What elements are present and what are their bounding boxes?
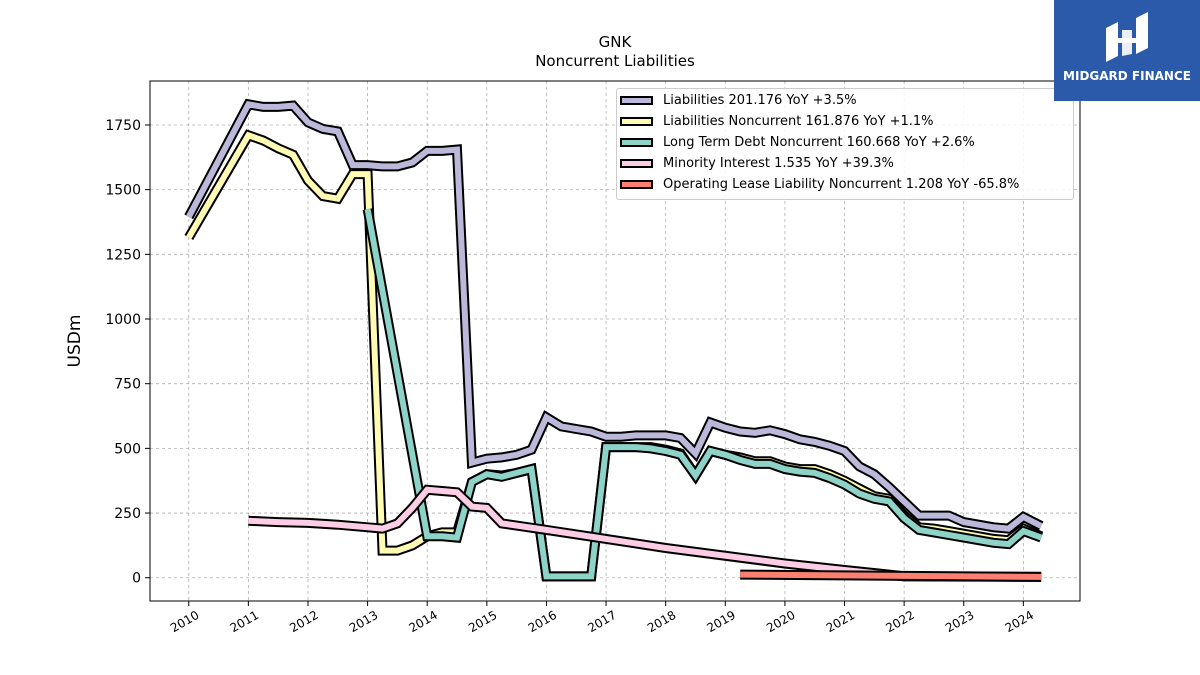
y-tick-label: 1250 (105, 247, 141, 263)
y-tick-label: 250 (114, 506, 141, 522)
x-tick-label: 2014 (406, 608, 439, 635)
logo-text: MIDGARD FINANCE (1063, 69, 1191, 83)
y-tick-label: 500 (114, 441, 141, 457)
legend-label: Liabilities Noncurrent 161.876 YoY +1.1% (663, 114, 934, 129)
legend-swatch (620, 138, 653, 147)
legend-item-liabilities-noncurrent: Liabilities Noncurrent 161.876 YoY +1.1% (617, 112, 1073, 132)
x-tick-label: 2020 (764, 608, 797, 635)
legend: Liabilities 201.176 YoY +3.5% Liabilitie… (616, 88, 1074, 200)
legend-item-liabilities: Liabilities 201.176 YoY +3.5% (617, 91, 1073, 111)
legend-label: Minority Interest 1.535 YoY +39.3% (663, 156, 894, 171)
chart-title: GNK (598, 33, 632, 51)
y-axis-label: USDm (65, 315, 85, 368)
x-tick-label: 2010 (168, 608, 201, 635)
series-line-minority-interest (248, 486, 1042, 580)
series-line-operating-lease-liability-noncurrent (740, 571, 1042, 580)
legend-swatch (620, 96, 653, 105)
x-tick-label: 2016 (526, 608, 559, 635)
legend-label: Long Term Debt Noncurrent 160.668 YoY +2… (663, 135, 975, 150)
x-axis-ticks: 2010 2011 2012 2013 2014 2015 2016 2017 2018 2019… (168, 601, 1036, 635)
brand-logo: MIDGARD FINANCE (1054, 0, 1200, 101)
logo-mark-icon (1106, 12, 1148, 62)
y-axis-ticks: 0 250 500 750 1000 1250 1500 1750 (105, 118, 150, 587)
x-tick-label: 2015 (466, 608, 499, 635)
x-tick-label: 2021 (824, 608, 857, 635)
series-line-liabilities (186, 100, 1043, 532)
y-tick-label: 1500 (105, 183, 141, 199)
x-tick-label: 2022 (883, 608, 916, 635)
legend-item-operating-lease: Operating Lease Liability Noncurrent 1.2… (617, 175, 1073, 195)
legend-label: Liabilities 201.176 YoY +3.5% (663, 93, 857, 108)
x-tick-label: 2013 (347, 608, 380, 635)
x-tick-label: 2019 (705, 608, 738, 635)
x-tick-label: 2023 (943, 608, 976, 635)
legend-label: Operating Lease Liability Noncurrent 1.2… (663, 177, 1020, 192)
chart-subtitle: Noncurrent Liabilities (535, 52, 695, 70)
x-tick-label: 2017 (585, 608, 618, 635)
y-tick-label: 1750 (105, 118, 141, 134)
legend-item-minority-interest: Minority Interest 1.535 YoY +39.3% (617, 154, 1073, 174)
legend-item-long-term-debt: Long Term Debt Noncurrent 160.668 YoY +2… (617, 133, 1073, 153)
plot-frame (149, 80, 1081, 602)
y-tick-label: 1000 (105, 312, 141, 328)
series-line-long-term-debt-noncurrent (364, 208, 1043, 580)
legend-swatch (620, 159, 653, 168)
series-lines (184, 98, 1044, 582)
x-tick-label: 2012 (287, 608, 320, 635)
x-tick-label: 2011 (228, 608, 261, 635)
x-tick-label: 2024 (1003, 608, 1036, 635)
y-tick-label: 750 (114, 377, 141, 393)
y-tick-label: 0 (132, 571, 141, 587)
legend-swatch (620, 180, 653, 189)
x-tick-label: 2018 (645, 608, 678, 635)
legend-swatch (620, 117, 653, 126)
